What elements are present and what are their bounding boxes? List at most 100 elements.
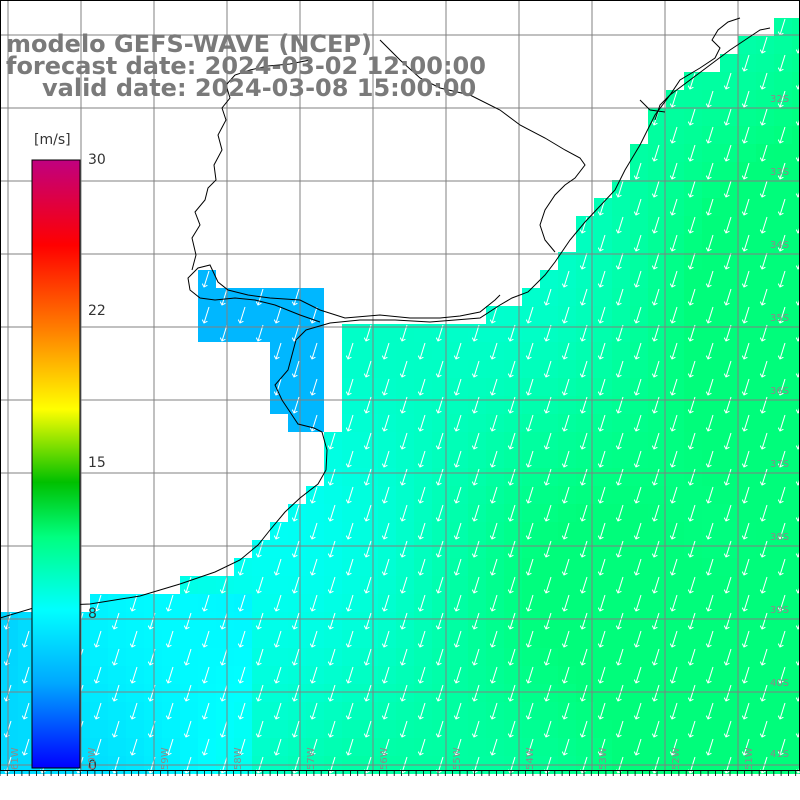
- wind-cell: [414, 648, 432, 666]
- wind-arrow: [636, 378, 642, 395]
- wind-cell: [216, 630, 234, 648]
- wind-cell: [774, 360, 792, 378]
- wind-cell: [288, 558, 306, 576]
- wind-arrow: [672, 342, 678, 359]
- wind-cell: [378, 432, 396, 450]
- wind-arrow: [780, 522, 786, 539]
- wind-cell: [612, 738, 630, 756]
- wind-arrow: [420, 522, 426, 539]
- wind-cell: [450, 324, 468, 342]
- wind-arrow: [708, 270, 714, 287]
- wind-arrow: [330, 684, 336, 701]
- wind-cell: [414, 684, 432, 702]
- wind-cell: [90, 648, 108, 666]
- wind-arrow: [492, 378, 498, 395]
- wind-arrow: [366, 684, 372, 701]
- wind-arrow: [420, 594, 426, 611]
- wind-cell: [522, 288, 540, 306]
- wind-arrow: [510, 648, 516, 665]
- wind-cell: [432, 414, 450, 432]
- wind-cell: [360, 378, 378, 396]
- wind-cell: [324, 594, 342, 612]
- wind-cell: [792, 126, 800, 144]
- wind-cell: [432, 594, 450, 612]
- wind-cell: [486, 648, 504, 666]
- wind-arrow: [276, 378, 282, 395]
- wind-cell: [612, 414, 630, 432]
- wind-cell: [558, 288, 576, 306]
- wind-cell: [756, 486, 774, 504]
- wind-cell: [756, 90, 774, 108]
- wind-arrow: [24, 630, 30, 647]
- wind-cell: [522, 540, 540, 558]
- wind-cell: [792, 630, 800, 648]
- wind-arrow: [564, 630, 570, 647]
- wind-cell: [666, 288, 684, 306]
- wind-cell: [234, 648, 252, 666]
- wind-cell: [774, 432, 792, 450]
- wind-arrow: [564, 450, 570, 467]
- wind-arrow: [510, 324, 516, 341]
- wind-cell: [738, 360, 756, 378]
- wind-arrow: [798, 44, 800, 53]
- wind-cell: [504, 630, 522, 648]
- wind-cell: [612, 486, 630, 504]
- wind-cell: [486, 468, 504, 486]
- colorbar-tick-0: 0: [88, 758, 97, 774]
- wind-arrow: [402, 324, 408, 341]
- wind-arrow: [294, 324, 300, 341]
- wind-arrow: [366, 720, 372, 737]
- wind-arrow: [168, 666, 174, 683]
- wind-arrow: [456, 522, 462, 539]
- wind-arrow: [798, 332, 800, 341]
- wind-arrow: [600, 522, 606, 539]
- wind-cell: [792, 558, 800, 576]
- wind-cell: [378, 612, 396, 630]
- wind-arrow: [618, 504, 624, 521]
- wind-cell: [504, 558, 522, 576]
- wind-cell: [720, 630, 738, 648]
- wind-cell: [342, 648, 360, 666]
- wind-arrow: [654, 144, 660, 161]
- wind-arrow: [744, 342, 750, 359]
- wind-arrow: [636, 738, 642, 755]
- lon-label-52w: 52W: [671, 747, 682, 770]
- wind-arrow: [654, 540, 660, 557]
- wind-arrow: [204, 630, 210, 647]
- wind-arrow: [672, 522, 678, 539]
- wind-cell: [450, 360, 468, 378]
- wind-cell: [288, 738, 306, 756]
- wind-cell: [486, 612, 504, 630]
- wind-arrow: [492, 450, 498, 467]
- wind-cell: [432, 342, 450, 360]
- wind-arrow: [600, 702, 606, 719]
- wind-arrow: [636, 270, 642, 287]
- wind-arrow: [456, 594, 462, 611]
- wind-arrow: [762, 252, 768, 269]
- wind-arrow: [222, 648, 228, 665]
- lat-label-34s: 34S: [770, 240, 790, 251]
- wind-arrow: [600, 378, 606, 395]
- wind-cell: [666, 648, 684, 666]
- wind-cell: [594, 432, 612, 450]
- wind-cell: [540, 486, 558, 504]
- wind-cell: [756, 630, 774, 648]
- wind-cell: [576, 666, 594, 684]
- wind-arrow: [780, 702, 786, 719]
- wind-arrow: [672, 738, 678, 755]
- wind-cell: [630, 576, 648, 594]
- wind-arrow: [690, 612, 696, 629]
- wind-cell: [630, 216, 648, 234]
- wind-cell: [576, 630, 594, 648]
- wind-arrow: [402, 468, 408, 485]
- wind-cell: [792, 252, 800, 270]
- wind-cell: [792, 18, 800, 36]
- wind-cell: [630, 144, 648, 162]
- wind-cell: [774, 576, 792, 594]
- wind-arrow: [672, 450, 678, 467]
- wind-arrow: [384, 414, 390, 431]
- wind-arrow: [366, 504, 372, 521]
- wind-cell: [666, 324, 684, 342]
- wind-cell: [324, 558, 342, 576]
- colorbar-tick-22: 22: [88, 303, 106, 319]
